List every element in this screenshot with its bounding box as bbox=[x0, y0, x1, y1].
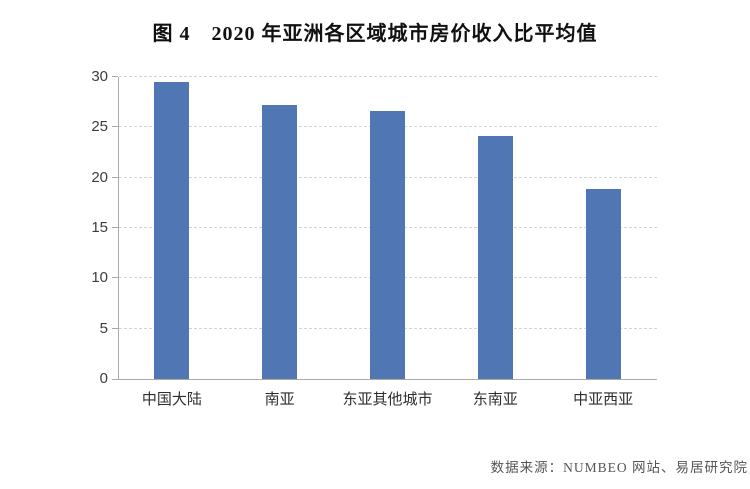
x-axis-line bbox=[118, 379, 657, 380]
y-axis-tick-mark bbox=[112, 277, 118, 279]
y-axis-tick-label: 10 bbox=[91, 269, 108, 287]
y-axis-tick-mark bbox=[112, 176, 118, 178]
bar-东亚其他城市 bbox=[370, 111, 405, 379]
gridline bbox=[119, 76, 657, 77]
y-axis-tick-mark bbox=[112, 126, 118, 128]
y-axis-tick-mark bbox=[112, 227, 118, 228]
x-category-label: 中亚西亚 bbox=[573, 392, 634, 408]
bar-南亚 bbox=[262, 105, 298, 379]
y-axis-tick-label: 5 bbox=[99, 319, 108, 337]
y-axis-tick-label: 20 bbox=[91, 168, 108, 186]
x-category-label: 东南亚 bbox=[472, 392, 518, 408]
bar-中国大陆 bbox=[154, 82, 190, 379]
x-category-label: 南亚 bbox=[264, 392, 295, 408]
y-axis-tick-mark bbox=[112, 327, 118, 329]
y-axis-tick-mark bbox=[112, 76, 118, 77]
chart-title: 图 4 2020 年亚洲各区域城市房价收入比平均值 bbox=[152, 23, 598, 45]
bar-东南亚 bbox=[477, 136, 513, 379]
y-axis-tick-label: 0 bbox=[99, 370, 108, 387]
y-axis-tick-label: 25 bbox=[91, 118, 108, 136]
y-axis-tick-mark bbox=[112, 379, 118, 380]
y-axis-tick-label: 15 bbox=[91, 219, 108, 236]
bar-中亚西亚 bbox=[585, 188, 621, 379]
y-axis-tick-label: 30 bbox=[91, 68, 108, 85]
x-category-label: 东亚其他城市 bbox=[342, 392, 433, 408]
bar-chart-plot-area: 0 5 10 15 20 25 30 中国大陆 南亚 东亚其他城市 东南亚 中亚西亚 bbox=[91, 68, 657, 408]
y-axis-line bbox=[118, 77, 119, 379]
data-source-note: 数据来源：NUMBEO 网站、易居研究院 bbox=[490, 460, 748, 475]
x-category-label: 中国大陆 bbox=[141, 392, 202, 408]
